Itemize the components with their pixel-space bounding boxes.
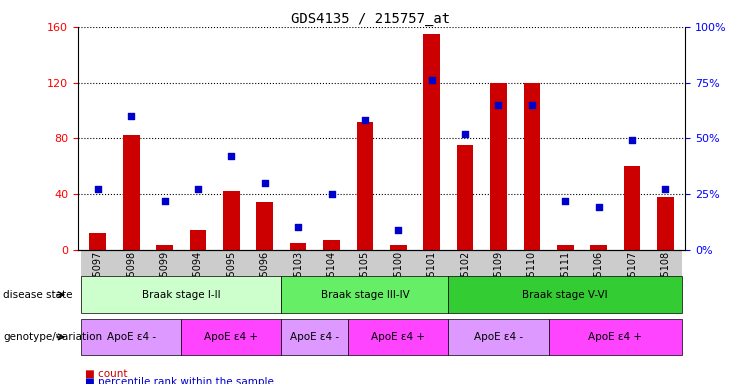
Point — [92, 186, 104, 192]
Text: ■ percentile rank within the sample: ■ percentile rank within the sample — [85, 377, 274, 384]
Bar — [657, 197, 674, 250]
Bar — [490, 83, 507, 250]
Text: Braak stage V-VI: Braak stage V-VI — [522, 290, 608, 300]
Bar — [523, 83, 540, 250]
Bar — [591, 245, 607, 250]
Bar — [356, 121, 373, 250]
Bar — [190, 230, 206, 250]
Text: disease state: disease state — [3, 290, 73, 300]
Point — [426, 77, 438, 83]
Point — [359, 118, 370, 124]
Text: GDS4135 / 215757_at: GDS4135 / 215757_at — [291, 12, 450, 25]
Bar — [624, 166, 640, 250]
Point — [559, 197, 571, 204]
Point — [626, 137, 638, 144]
Bar — [123, 136, 139, 250]
Text: ApoE ε4 +: ApoE ε4 + — [371, 332, 425, 342]
Bar — [456, 145, 473, 250]
Point — [259, 180, 270, 186]
Bar — [90, 233, 106, 250]
Point — [459, 131, 471, 137]
Text: Braak stage I-II: Braak stage I-II — [142, 290, 221, 300]
Text: ■ count: ■ count — [85, 369, 127, 379]
Bar — [223, 191, 240, 250]
Point — [659, 186, 671, 192]
Bar — [423, 34, 440, 250]
Point — [125, 113, 137, 119]
Text: Braak stage III-IV: Braak stage III-IV — [321, 290, 409, 300]
Bar — [390, 245, 407, 250]
Text: ApoE ε4 +: ApoE ε4 + — [588, 332, 642, 342]
Bar — [557, 245, 574, 250]
Point — [159, 197, 170, 204]
Bar — [323, 240, 340, 250]
Text: genotype/variation: genotype/variation — [3, 332, 102, 342]
Text: ApoE ε4 -: ApoE ε4 - — [474, 332, 523, 342]
Bar — [256, 202, 273, 250]
Point — [325, 191, 337, 197]
Point — [493, 102, 505, 108]
Point — [526, 102, 538, 108]
Point — [225, 153, 237, 159]
Text: ApoE ε4 -: ApoE ε4 - — [107, 332, 156, 342]
Bar — [290, 243, 307, 250]
Text: ApoE ε4 -: ApoE ε4 - — [290, 332, 339, 342]
Point — [593, 204, 605, 210]
Point — [393, 227, 405, 233]
Text: ApoE ε4 +: ApoE ε4 + — [205, 332, 259, 342]
Point — [292, 224, 304, 230]
Point — [192, 186, 204, 192]
Bar — [156, 245, 173, 250]
